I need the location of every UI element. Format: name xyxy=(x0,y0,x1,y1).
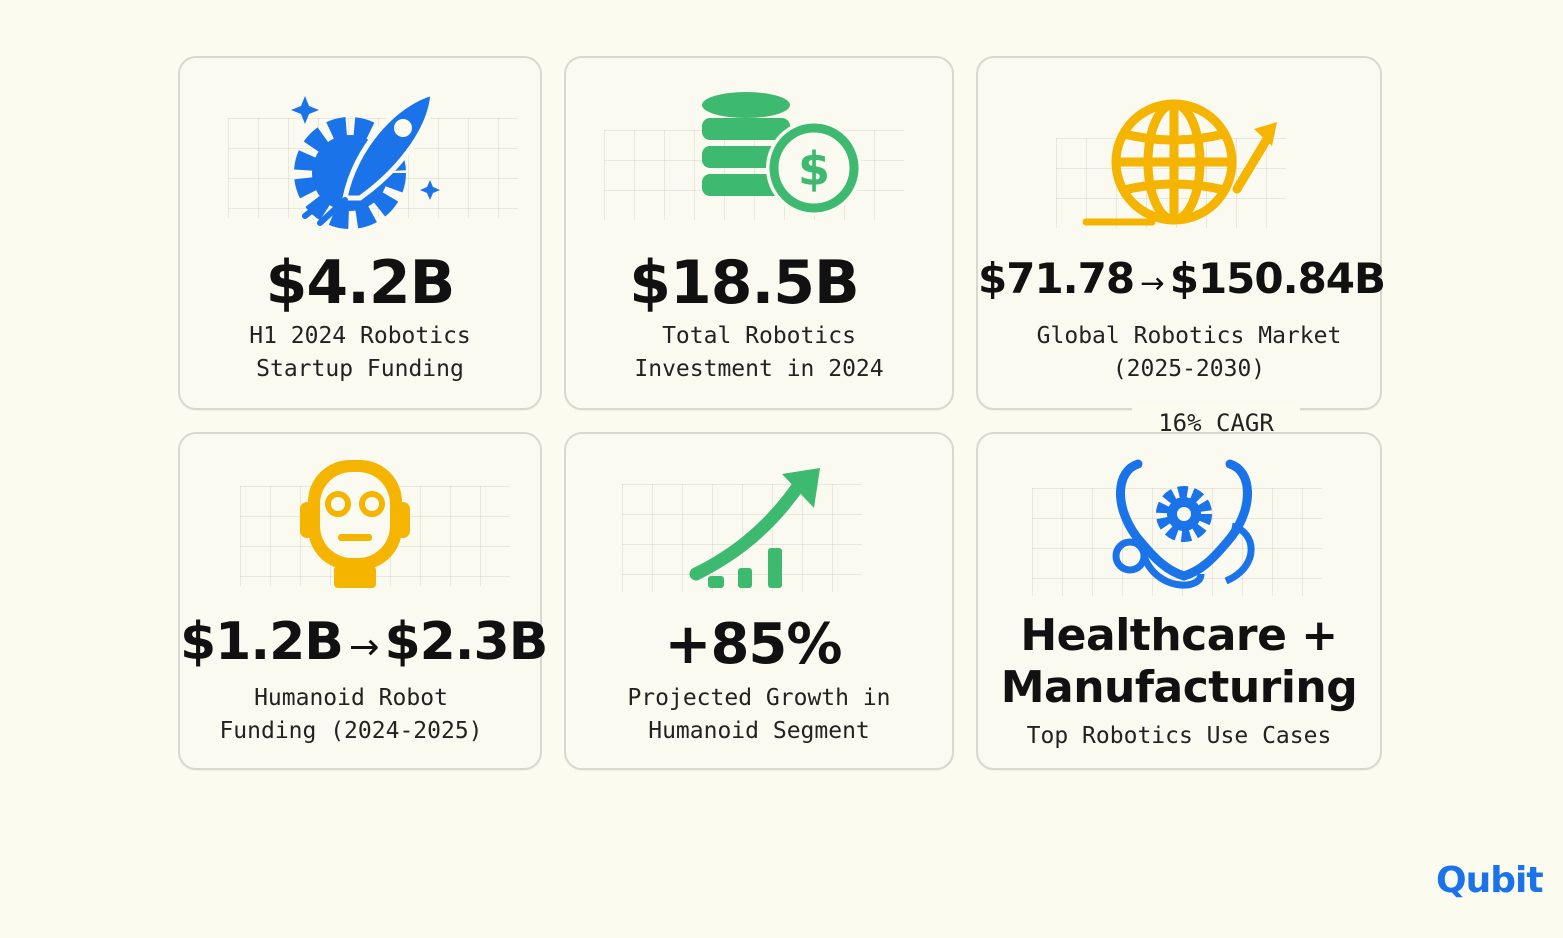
use-case-title-line1: Healthcare + xyxy=(1020,610,1338,661)
stat-value: $4.2B xyxy=(265,248,456,318)
stethoscope-gear-icon xyxy=(1112,459,1255,589)
value-to: $150.84B xyxy=(1169,254,1386,303)
stat-caption: H1 2024 Robotics Startup Funding xyxy=(249,323,471,382)
growth-chart-icon xyxy=(689,468,820,588)
use-case-title-line2: Manufacturing xyxy=(1000,662,1358,713)
coins-dollar-icon: $ xyxy=(702,92,862,216)
globe-growth-icon xyxy=(1082,99,1277,226)
value-from: $71.78 xyxy=(978,254,1135,303)
stat-card-use-cases: Healthcare + Manufacturing Top Robotics … xyxy=(976,432,1382,770)
stat-card-startup-funding: $4.2B H1 2024 Robotics Startup Funding xyxy=(178,56,542,410)
stat-caption: Projected Growth in Humanoid Segment xyxy=(627,685,891,744)
robot-head-icon xyxy=(300,460,410,588)
rocket-gear-icon xyxy=(291,89,440,229)
stat-card-global-market: $71.78 → $150.84B Global Robotics Market (… xyxy=(976,56,1386,410)
arrow-right-icon: → xyxy=(348,625,379,668)
value-from: $1.2B xyxy=(180,612,344,672)
stat-value: +85% xyxy=(664,612,843,677)
stat-caption: Humanoid Robot Funding (2024-2025) xyxy=(219,685,483,744)
svg-text:$: $ xyxy=(798,142,830,196)
value-to: $2.3B xyxy=(384,612,548,672)
stat-card-total-investment: $ $18.5B Total Robotics Investment in 20… xyxy=(564,56,954,410)
qubit-logo: Qubit xyxy=(1436,860,1544,901)
stat-value: $1.2B → $2.3B xyxy=(180,612,548,672)
arrow-right-icon: → xyxy=(1140,266,1165,300)
stat-value: $71.78 → $150.84B xyxy=(978,254,1386,303)
stat-card-humanoid-funding: $1.2B → $2.3B Humanoid Robot Funding (2024… xyxy=(178,432,548,770)
stat-caption: Top Robotics Use Cases xyxy=(1026,723,1332,749)
stat-card-projected-growth: +85% Projected Growth in Humanoid Segmen… xyxy=(564,432,954,770)
stat-value: $18.5B xyxy=(629,248,860,318)
stat-caption: Total Robotics Investment in 2024 xyxy=(634,323,884,382)
stat-caption: Global Robotics Market (2025-2030) xyxy=(1036,323,1342,382)
